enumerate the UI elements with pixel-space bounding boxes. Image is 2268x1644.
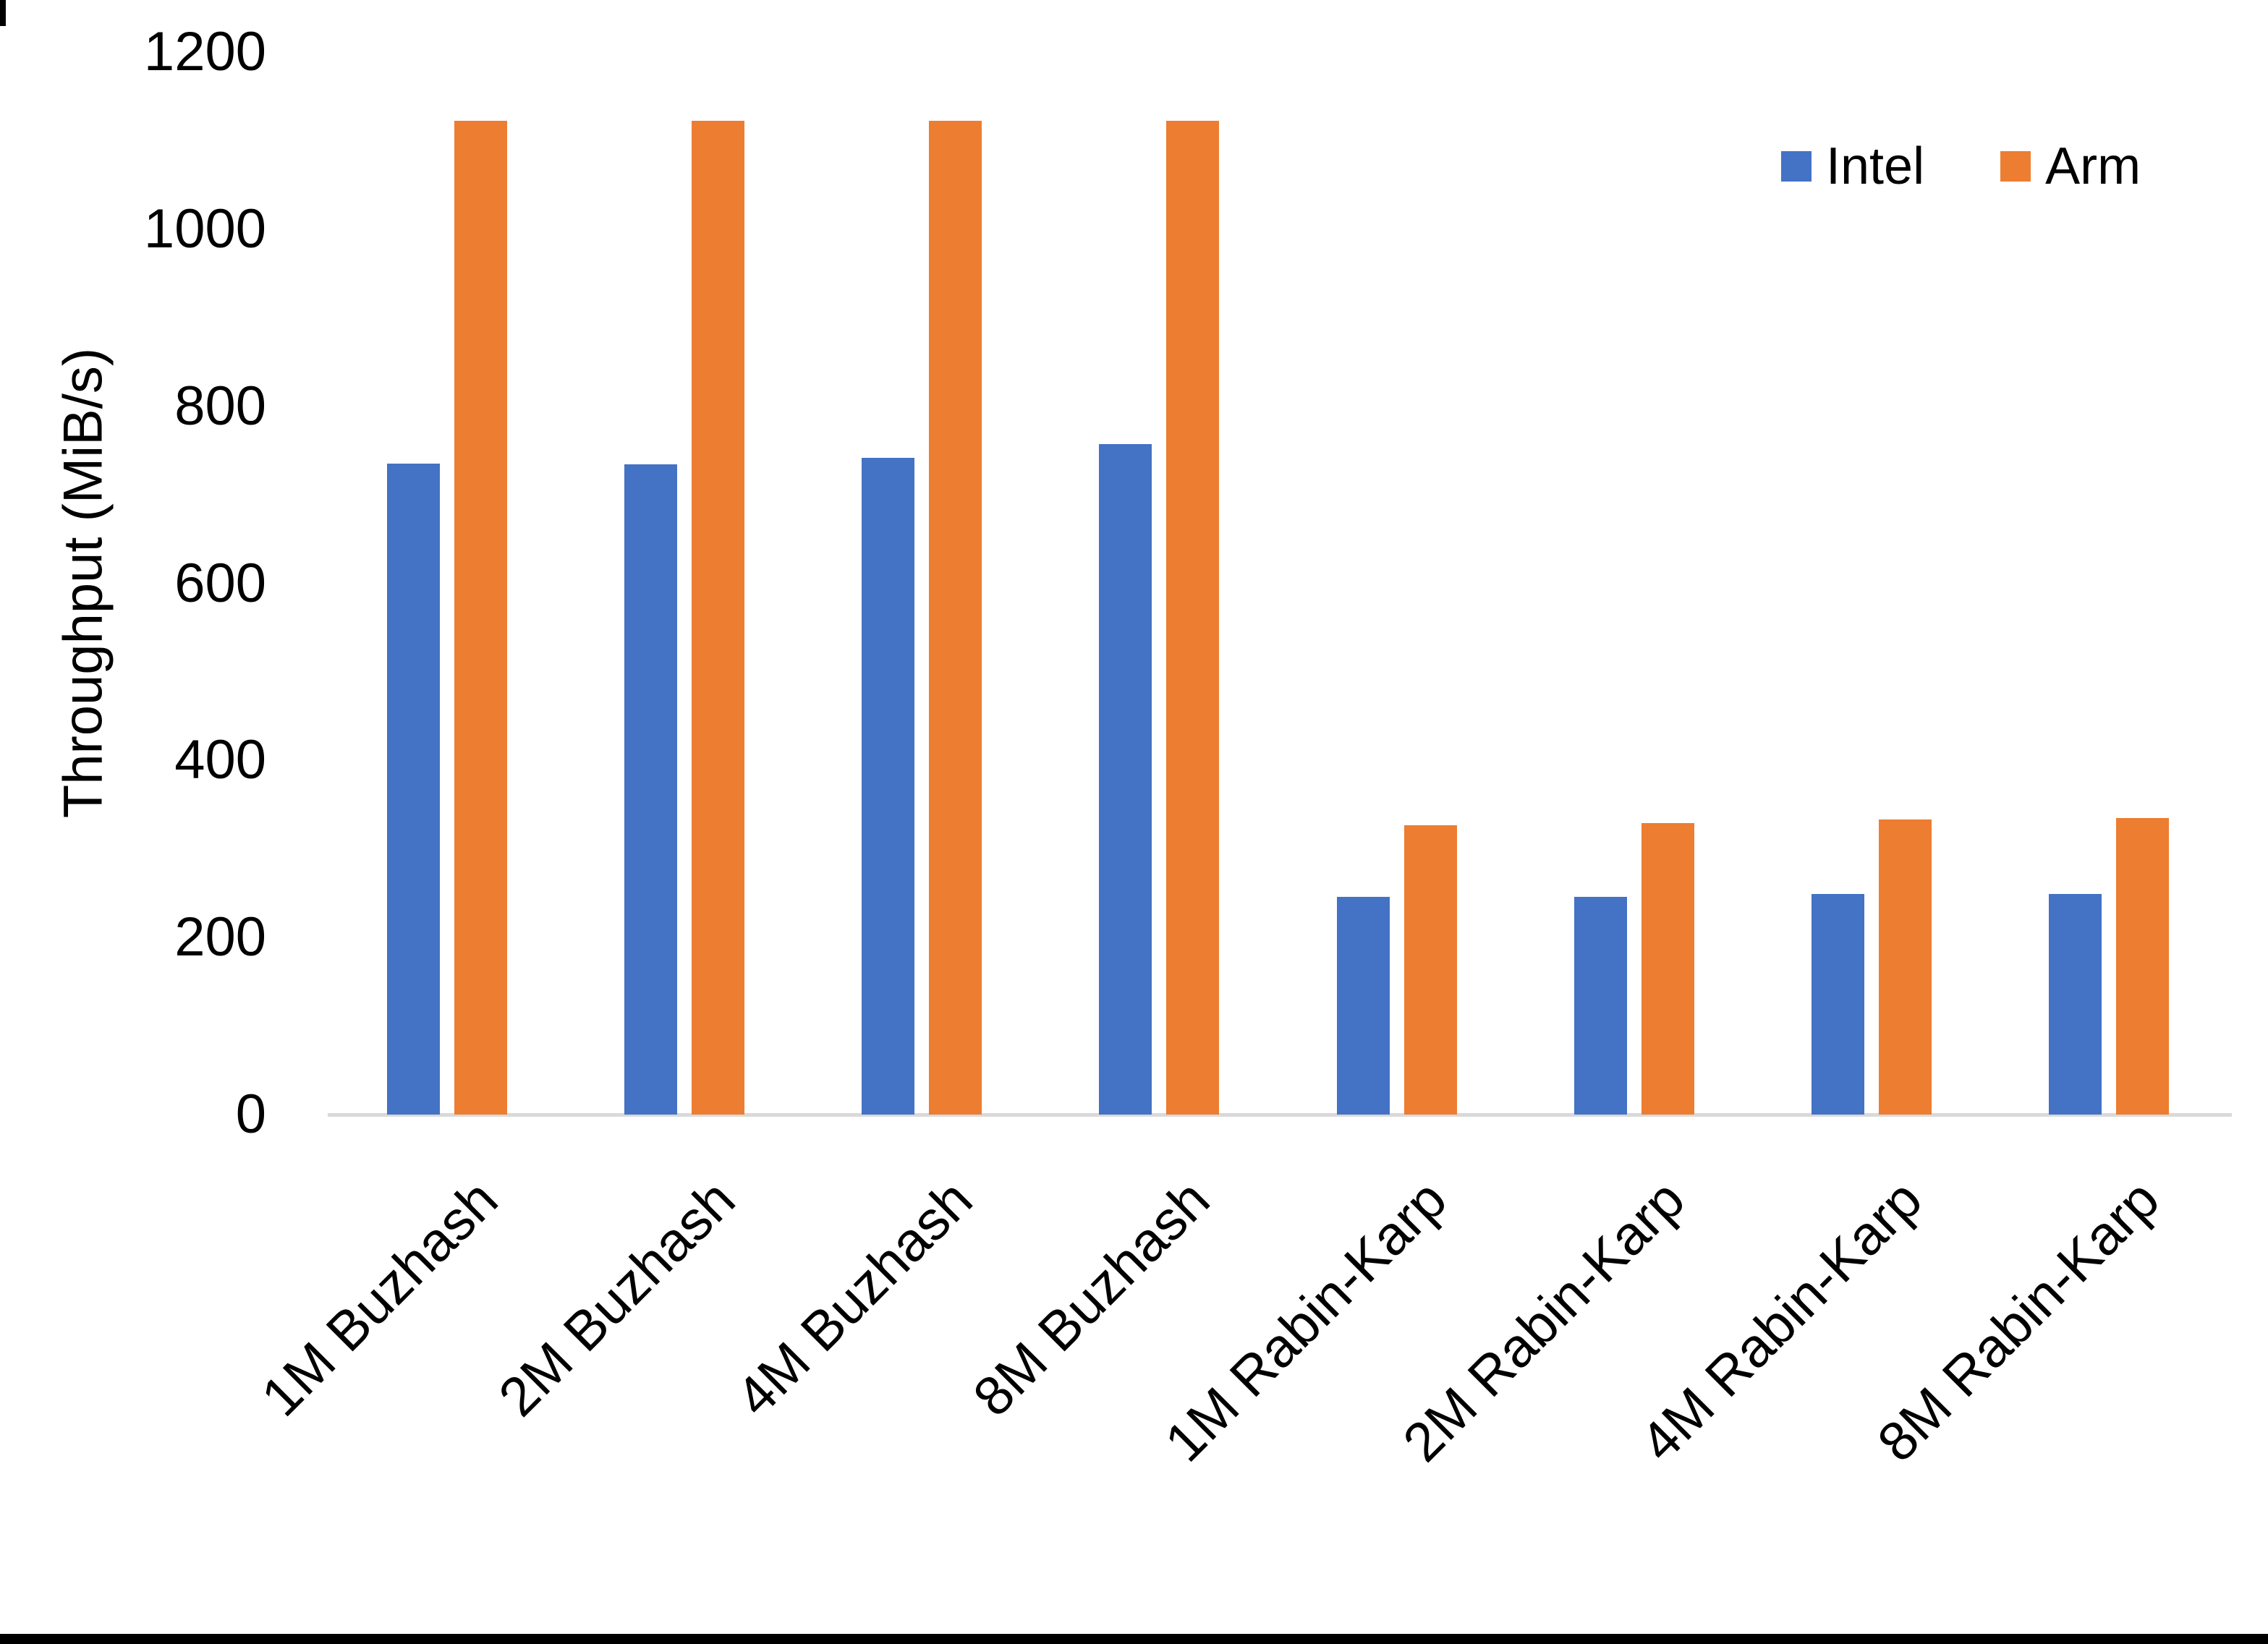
y-tick-label-1200: 1200 [143, 21, 266, 82]
x-axis-line [328, 1113, 2232, 1117]
y-tick-label-0: 0 [235, 1083, 266, 1145]
corner-mark [0, 0, 6, 26]
bar-intel-8 [2048, 894, 2102, 1115]
bottom-border [0, 1634, 2268, 1644]
y-tick-label-200: 200 [174, 906, 266, 968]
bar-intel-3 [862, 457, 915, 1115]
bar-arm-5 [1403, 825, 1457, 1115]
y-tick-label-400: 400 [174, 729, 266, 791]
legend: Intel Arm [1781, 140, 2141, 192]
bar-intel-2 [624, 464, 678, 1115]
legend-item-intel: Intel [1781, 140, 1924, 192]
bar-arm-2 [692, 121, 745, 1115]
legend-label-intel: Intel [1826, 137, 1925, 195]
legend-swatch-arm [2000, 151, 2031, 182]
bar-intel-7 [1811, 894, 1864, 1115]
bar-arm-3 [929, 121, 982, 1115]
y-tick-label-800: 800 [174, 375, 266, 437]
bar-intel-5 [1336, 896, 1390, 1115]
bar-intel-6 [1573, 896, 1627, 1115]
bar-arm-8 [2115, 817, 2169, 1115]
y-tick-label-1000: 1000 [143, 197, 266, 260]
bar-intel-4 [1099, 444, 1152, 1115]
bar-arm-4 [1166, 121, 1220, 1115]
bar-intel-1 [387, 464, 440, 1115]
legend-item-arm: Arm [2000, 140, 2141, 192]
y-tick-label-600: 600 [174, 552, 266, 614]
legend-swatch-intel [1781, 151, 1812, 182]
x-category-label-2: 2M Buzhash [487, 1168, 747, 1428]
legend-label-arm: Arm [2045, 137, 2141, 195]
bar-arm-1 [454, 121, 507, 1115]
bar-arm-6 [1641, 823, 1694, 1115]
x-category-label-1: 1M Buzhash [249, 1168, 509, 1428]
x-category-label-4: 8M Buzhash [961, 1168, 1222, 1428]
bar-arm-7 [1878, 819, 1932, 1115]
x-category-label-3: 4M Buzhash [724, 1168, 985, 1428]
